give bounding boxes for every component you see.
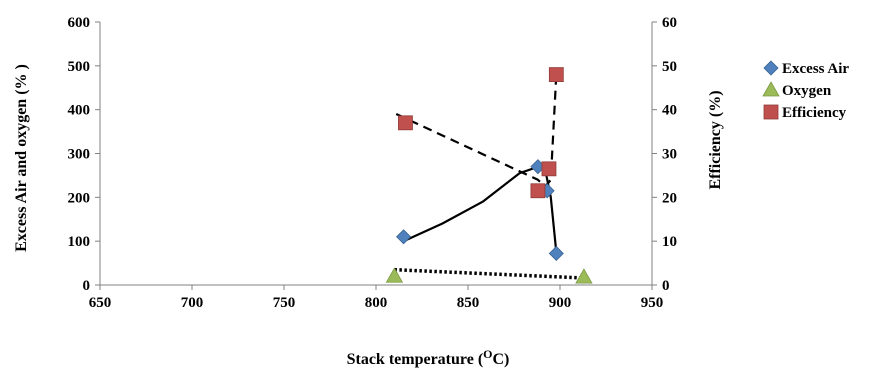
left-y-tick-label: 600 xyxy=(68,15,91,31)
right-y-tick-label: 60 xyxy=(662,15,677,31)
oxygen-legend-marker xyxy=(762,81,780,97)
x-tick-label: 800 xyxy=(365,295,388,311)
x-tick-label: 700 xyxy=(181,295,204,311)
right-y-tick-label: 10 xyxy=(662,234,677,250)
oxygen-point xyxy=(575,268,593,284)
oxygen-legend-label: Oxygen xyxy=(782,83,832,99)
excess-air-legend-marker xyxy=(763,60,779,76)
axis-ticks: 650 700 750 800 850 900 9500100200300400500600… xyxy=(68,15,678,311)
x-tick-label: 750 xyxy=(273,295,296,311)
right-y-tick-label: 40 xyxy=(662,103,677,119)
left-y-axis-title: Excess Air and oxygen (% ) xyxy=(13,64,30,252)
left-y-tick-label: 100 xyxy=(68,234,91,250)
left-y-tick-label: 200 xyxy=(68,190,91,206)
efficiency-point xyxy=(530,183,546,199)
right-y-tick-label: 30 xyxy=(662,147,677,163)
x-axis-title: Stack temperature (OC) xyxy=(347,347,510,368)
excess-air-trendline xyxy=(401,166,558,253)
x-tick-label: 950 xyxy=(641,295,664,311)
right-y-axis-title: Efficiency (%) xyxy=(707,90,724,189)
right-y-tick-label: 20 xyxy=(662,190,677,206)
right-y-tick-label: 0 xyxy=(662,278,670,294)
data-markers xyxy=(385,67,593,284)
right-y-tick-label: 50 xyxy=(662,59,677,75)
plot-area xyxy=(99,22,653,286)
efficiency-legend-marker xyxy=(763,104,779,120)
excess-air-legend-label: Excess Air xyxy=(782,61,849,77)
x-tick-label: 650 xyxy=(89,295,112,311)
left-y-tick-label: 300 xyxy=(68,147,91,163)
left-y-tick-label: 0 xyxy=(83,278,91,294)
efficiency-point xyxy=(541,161,557,177)
legend: Excess Air Oxygen Efficiency xyxy=(762,60,849,121)
left-y-tick-label: 400 xyxy=(68,103,91,119)
oxygen-trendline xyxy=(394,267,584,280)
oxygen-point xyxy=(385,267,404,283)
efficiency-point xyxy=(398,115,413,131)
x-tick-label: 900 xyxy=(549,295,572,311)
x-tick-label: 850 xyxy=(457,295,480,311)
efficiency-point xyxy=(548,67,564,82)
efficiency-legend-label: Efficiency xyxy=(782,105,847,121)
left-y-tick-label: 500 xyxy=(68,59,91,75)
excess-air-point xyxy=(548,245,564,262)
excess-air-point xyxy=(396,229,412,245)
